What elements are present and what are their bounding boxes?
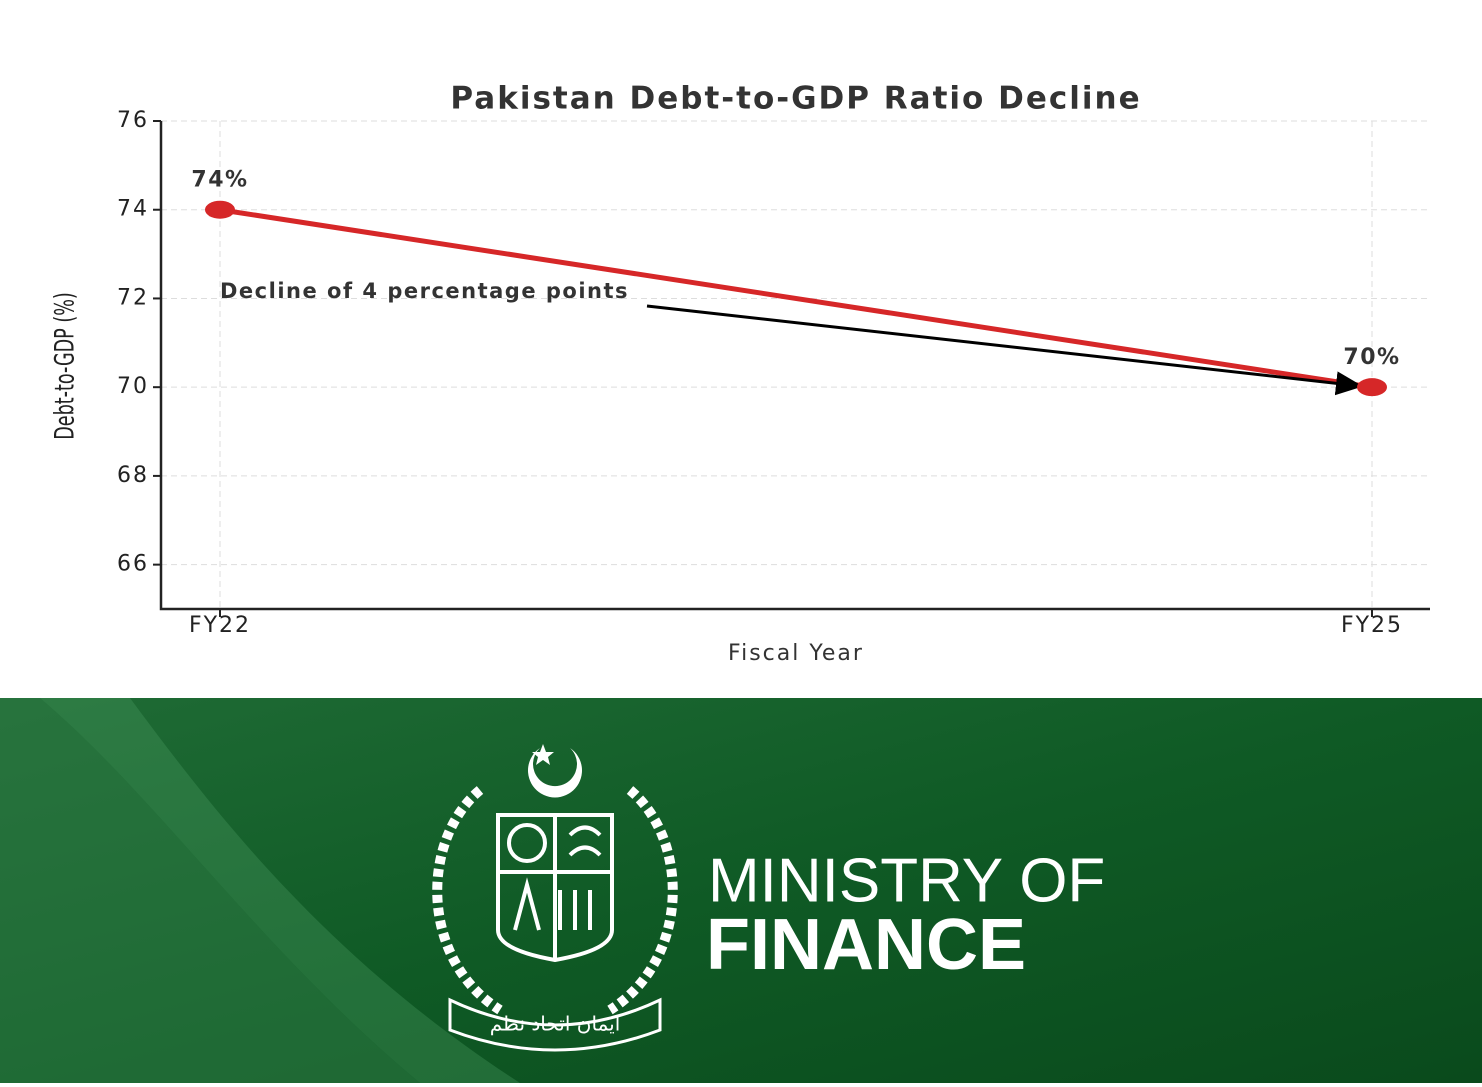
y-tick-label: 74: [117, 197, 149, 222]
value-label: 74%: [191, 168, 248, 193]
y-tick-label: 68: [117, 463, 149, 488]
x-tick-label: FY22: [189, 613, 251, 638]
ministry-line1: MINISTRY OF: [708, 846, 1105, 915]
y-tick-label: 76: [117, 108, 149, 133]
series-line: [219, 207, 1373, 390]
ministry-line2: FINANCE: [706, 905, 1026, 985]
y-axis-label: Debt-to-GDP (%): [50, 292, 81, 440]
y-tick-label: 72: [117, 285, 149, 310]
annotation: Decline of 4 percentage points: [220, 279, 629, 303]
x-tick-label: FY25: [1341, 613, 1403, 638]
x-axis-label: Fiscal Year: [728, 641, 864, 666]
y-tick-label: 66: [117, 552, 149, 577]
y-tick-label: 70: [117, 374, 149, 399]
value-label: 70%: [1343, 345, 1400, 370]
point: [205, 200, 235, 219]
axes: [159, 121, 1430, 611]
flag-fold: [40, 698, 520, 1083]
point: [1357, 378, 1387, 397]
emblem: [432, 744, 678, 1052]
chart-title: Pakistan Debt-to-GDP Ratio Decline: [450, 81, 1141, 117]
emblem-motto: ایمان اتحاد نظم: [490, 1012, 621, 1036]
flag-fold: [0, 698, 420, 1083]
annotation-arrow: [646, 304, 1363, 396]
